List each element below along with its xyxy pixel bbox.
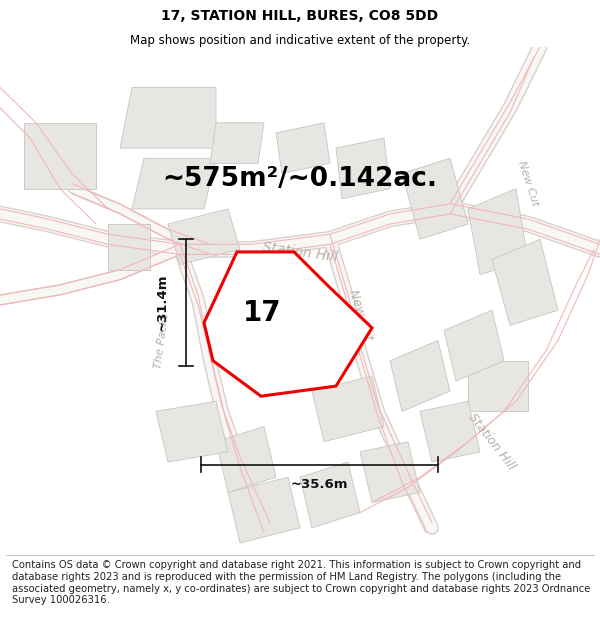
Polygon shape (420, 401, 480, 462)
Text: New Cut: New Cut (346, 288, 374, 342)
Polygon shape (204, 252, 372, 396)
Polygon shape (444, 310, 504, 381)
Polygon shape (402, 158, 468, 239)
Text: The Packs: The Packs (153, 312, 171, 369)
Polygon shape (360, 442, 420, 503)
Polygon shape (108, 224, 150, 269)
Text: Map shows position and indicative extent of the property.: Map shows position and indicative extent… (130, 34, 470, 47)
Text: New Cut: New Cut (516, 159, 540, 208)
Polygon shape (312, 376, 384, 442)
Text: ~575m²/~0.142ac.: ~575m²/~0.142ac. (163, 166, 437, 191)
Polygon shape (120, 88, 216, 148)
Polygon shape (276, 122, 330, 173)
Polygon shape (492, 239, 558, 325)
Polygon shape (228, 478, 300, 543)
Polygon shape (210, 122, 264, 163)
Text: 17, STATION HILL, BURES, CO8 5DD: 17, STATION HILL, BURES, CO8 5DD (161, 9, 439, 23)
Polygon shape (300, 462, 360, 528)
Polygon shape (390, 341, 450, 411)
Polygon shape (468, 189, 528, 275)
Polygon shape (156, 401, 228, 462)
Text: ~35.6m: ~35.6m (291, 478, 348, 491)
Text: Station Hill: Station Hill (466, 411, 518, 472)
Text: ~31.4m: ~31.4m (155, 274, 169, 331)
Polygon shape (336, 138, 390, 199)
Polygon shape (132, 158, 216, 209)
Polygon shape (468, 361, 528, 411)
Polygon shape (24, 122, 96, 189)
Polygon shape (216, 426, 276, 493)
Polygon shape (168, 209, 240, 264)
Text: 17: 17 (243, 299, 282, 327)
Text: Station Hill: Station Hill (262, 240, 338, 264)
Text: Contains OS data © Crown copyright and database right 2021. This information is : Contains OS data © Crown copyright and d… (12, 560, 590, 605)
